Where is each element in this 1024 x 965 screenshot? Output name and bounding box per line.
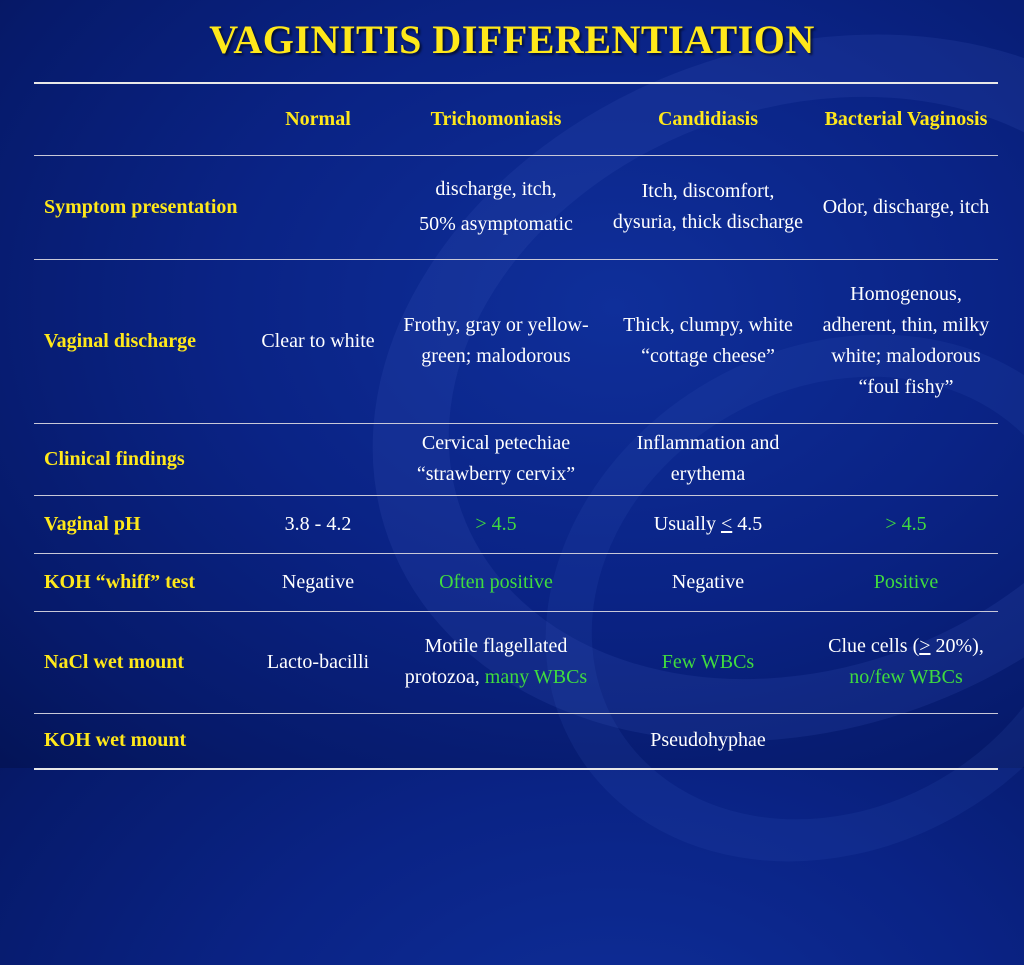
cell-normal: Lacto-bacilli — [266, 650, 370, 673]
header-normal: Normal — [285, 107, 351, 130]
table-header-row: Normal Trichomoniasis Candidiasis Bacter… — [34, 83, 998, 155]
cell-candidiasis: Thick, clumpy, white “cottage cheese” — [623, 314, 793, 367]
row-label: Symptom presentation — [44, 195, 238, 218]
row-label: KOH “whiff” test — [44, 570, 196, 593]
cell-text: Clue cells ( — [828, 635, 920, 657]
cell-trichomoniasis: Often positive — [439, 570, 553, 593]
cell-text: Motile flagellated protozoa, — [404, 635, 568, 688]
cell-bacterial-vaginosis: Homogenous, adherent, thin, milky white;… — [822, 283, 990, 398]
cell-candidiasis: Inflammation and erythema — [636, 432, 780, 485]
header-candidiasis: Candidiasis — [657, 107, 759, 130]
table-row-clinical: Clinical findings Cervical petechiae “st… — [34, 423, 998, 495]
row-label: NaCl wet mount — [44, 650, 184, 673]
row-label: KOH wet mount — [44, 729, 187, 752]
cell-bacterial-vaginosis: Odor, discharge, itch — [822, 195, 990, 218]
cell-trichomoniasis: Frothy, gray or yellow-green; malodorous — [403, 314, 589, 367]
cell-text: discharge, itch, — [435, 178, 557, 200]
cell-normal: Negative — [281, 570, 355, 593]
cell-normal — [246, 155, 390, 259]
cell-normal — [246, 423, 390, 495]
cell-candidiasis: Negative — [671, 570, 745, 593]
table-row-symptom: Symptom presentation discharge, itch, 50… — [34, 155, 998, 259]
cell-normal — [246, 713, 390, 769]
cell-trichomoniasis: discharge, itch, 50% asymptomatic — [390, 155, 602, 259]
table-row-koh-mount: KOH wet mount Pseudohyphae — [34, 713, 998, 769]
cell-bacterial-vaginosis — [814, 423, 998, 495]
table-row-discharge: Vaginal discharge Clear to white Frothy,… — [34, 259, 998, 423]
slide-title: VAGINITIS DIFFERENTIATION — [209, 17, 815, 62]
cell-trichomoniasis: > 4.5 — [475, 512, 517, 535]
cell-text-highlight: no/few WBCs — [849, 666, 963, 688]
cell-text-highlight: many WBCs — [484, 666, 588, 688]
cell-bacterial-vaginosis: Clue cells (> 20%), no/few WBCs — [814, 611, 998, 713]
table-row-ph: Vaginal pH 3.8 - 4.2 > 4.5 Usually < 4.5… — [34, 495, 998, 553]
cell-text: Usually — [653, 512, 716, 535]
greater-equal-symbol: > — [919, 635, 931, 657]
header-trichomoniasis: Trichomoniasis — [430, 107, 562, 130]
cell-candidiasis: Itch, discomfort, dysuria, thick dischar… — [612, 180, 804, 233]
cell-trichomoniasis — [390, 713, 602, 769]
cell-normal: 3.8 - 4.2 — [284, 512, 352, 535]
cell-bacterial-vaginosis: Positive — [873, 570, 939, 593]
cell-text: 4.5 — [737, 512, 763, 535]
table-row-nacl: NaCl wet mount Lacto-bacilli Motile flag… — [34, 611, 998, 713]
row-label: Vaginal pH — [44, 512, 141, 535]
header-bacterial-vaginosis: Bacterial Vaginosis — [824, 107, 988, 130]
header-empty — [34, 83, 246, 155]
cell-text: 50% asymptomatic — [419, 213, 573, 235]
cell-trichomoniasis: Cervical petechiae “strawberry cervix” — [416, 432, 576, 485]
table-row-whiff: KOH “whiff” test Negative Often positive… — [34, 553, 998, 611]
less-equal-symbol: < — [720, 512, 733, 535]
cell-candidiasis: Pseudohyphae — [650, 729, 766, 752]
cell-candidiasis: Few WBCs — [661, 650, 755, 673]
vaginitis-table: Normal Trichomoniasis Candidiasis Bacter… — [34, 82, 998, 770]
cell-normal: Clear to white — [261, 329, 375, 352]
cell-trichomoniasis: Motile flagellated protozoa, many WBCs — [390, 611, 602, 713]
cell-bacterial-vaginosis — [814, 713, 998, 769]
cell-bacterial-vaginosis: > 4.5 — [885, 512, 927, 535]
row-label: Vaginal discharge — [44, 329, 197, 352]
row-label: Clinical findings — [44, 447, 185, 470]
cell-candidiasis: Usually < 4.5 — [602, 495, 814, 553]
cell-text: 20%), — [930, 635, 984, 657]
